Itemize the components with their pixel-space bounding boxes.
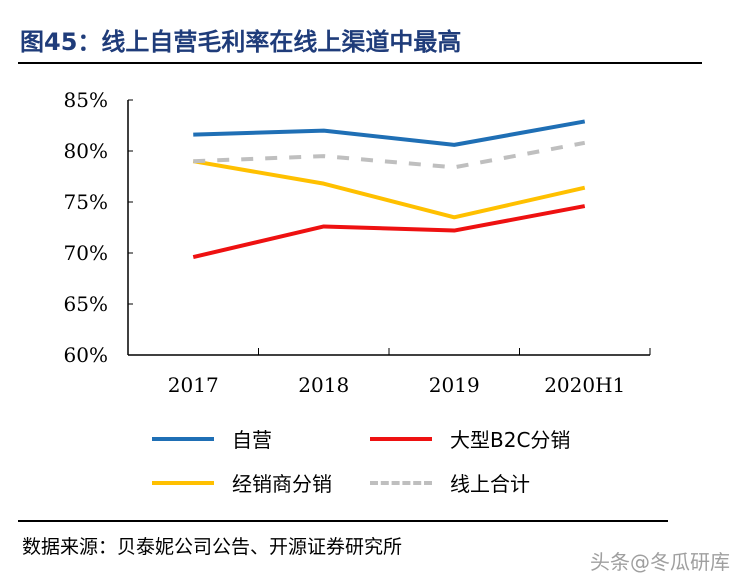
series-line-2 (192, 159, 586, 220)
x-tick-label: 2020H1 (544, 373, 625, 397)
figure-title: 图45：线上自营毛利率在线上渠道中最高 (20, 28, 462, 56)
legend-item-0: 自营 (152, 424, 272, 453)
legend-swatch (152, 436, 214, 441)
y-tick-label: 80% (64, 139, 108, 163)
title-rule (18, 62, 702, 64)
x-tick-label: 2019 (429, 373, 480, 397)
legend-swatch (370, 480, 432, 485)
y-tick-label: 85% (64, 88, 108, 112)
y-tick-label: 75% (64, 190, 108, 214)
series-line-1 (192, 204, 586, 260)
legend-item-2: 经销商分销 (152, 468, 332, 497)
line-chart: 60% 65% 70% 75% 80% 85% 2017 2018 2019 2020H1 (64, 88, 651, 397)
legend-swatch (370, 436, 432, 441)
legend-item-3: 线上合计 (370, 468, 530, 497)
x-tick-label: 2017 (168, 373, 219, 397)
watermark: 头条@冬瓜研库 (590, 550, 730, 574)
source-rule (18, 520, 668, 522)
y-tick-label: 70% (64, 241, 108, 265)
legend-label: 大型B2C分销 (450, 428, 571, 452)
legend-label: 线上合计 (450, 472, 530, 496)
legend-item-1: 大型B2C分销 (370, 424, 570, 453)
legend-label: 自营 (232, 428, 272, 452)
y-tick-label: 65% (64, 292, 108, 316)
y-tick-label: 60% (64, 343, 108, 367)
x-tick-label: 2018 (298, 373, 349, 397)
legend-label: 经销商分销 (232, 472, 332, 496)
legend-swatch (152, 480, 214, 485)
series-line-3 (193, 140, 586, 170)
source-note: 数据来源：贝泰妮公司公告、开源证券研究所 (22, 536, 403, 558)
series-line-0 (193, 119, 586, 147)
